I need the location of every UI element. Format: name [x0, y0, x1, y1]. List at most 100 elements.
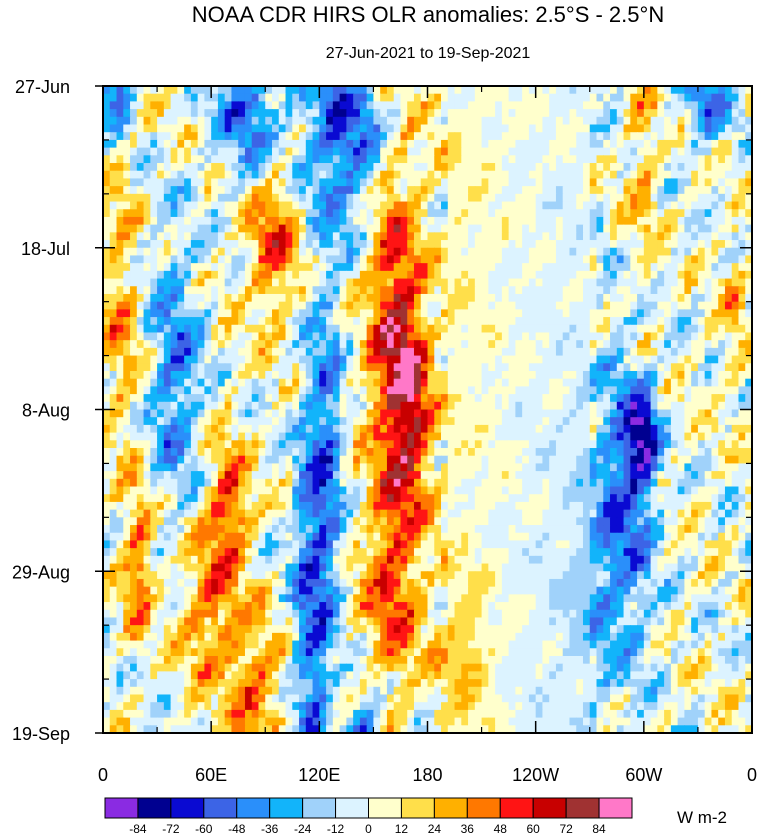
field-cell — [346, 424, 354, 434]
field-cell — [258, 293, 266, 303]
field-cell — [326, 232, 334, 241]
field-cell — [691, 324, 699, 334]
field-cell — [184, 424, 192, 434]
field-cell — [319, 448, 327, 457]
field-cell — [664, 163, 672, 172]
field-cell — [528, 455, 537, 465]
field-cell — [623, 109, 631, 118]
field-cell — [359, 409, 368, 418]
field-cell — [150, 278, 158, 287]
field-cell — [549, 324, 557, 334]
field-cell — [461, 293, 469, 303]
field-cell — [569, 263, 577, 272]
field-cell — [170, 124, 178, 133]
field-cell — [684, 324, 692, 334]
field-cell — [109, 463, 118, 472]
field-cell — [265, 255, 273, 264]
field-cell — [508, 170, 516, 180]
field-cell — [103, 170, 111, 180]
field-cell — [299, 370, 307, 380]
field-cell — [589, 317, 598, 326]
field-cell — [704, 124, 713, 133]
field-cell — [542, 317, 550, 326]
field-cell — [474, 347, 483, 357]
field-cell — [495, 401, 503, 411]
field-cell — [637, 324, 645, 334]
field-cell — [670, 116, 679, 126]
field-cell — [738, 440, 746, 449]
field-cell — [386, 216, 395, 226]
field-cell — [691, 340, 699, 349]
field-cell — [258, 263, 266, 272]
field-cell — [569, 448, 577, 457]
field-cell — [251, 355, 260, 364]
field-cell — [285, 193, 293, 203]
field-cell — [413, 332, 422, 341]
field-cell — [244, 471, 253, 480]
field-cell — [515, 186, 523, 195]
field-cell — [123, 448, 131, 457]
field-cell — [589, 378, 598, 387]
field-cell — [691, 155, 699, 164]
field-cell — [251, 132, 260, 141]
field-cell — [211, 86, 219, 95]
field-cell — [420, 263, 429, 272]
field-cell — [745, 270, 753, 280]
field-cell — [366, 324, 375, 334]
field-cell — [542, 417, 550, 426]
field-cell — [596, 448, 604, 457]
field-cell — [177, 201, 185, 210]
field-cell — [488, 448, 496, 457]
field-cell — [326, 216, 334, 226]
field-cell — [103, 224, 111, 233]
field-cell — [582, 394, 591, 403]
field-cell — [332, 394, 341, 403]
field-cell — [400, 240, 408, 249]
field-cell — [251, 101, 260, 110]
field-cell — [549, 417, 557, 426]
field-cell — [272, 216, 280, 226]
field-cell — [576, 163, 584, 172]
field-cell — [393, 155, 402, 164]
field-cell — [711, 401, 719, 411]
field-cell — [353, 340, 361, 349]
field-cell — [238, 178, 246, 187]
field-cell — [184, 317, 192, 326]
field-cell — [623, 324, 631, 334]
field-cell — [664, 317, 672, 326]
field-cell — [724, 370, 733, 380]
field-cell — [522, 463, 530, 472]
field-cell — [157, 86, 165, 95]
field-cell — [711, 478, 719, 488]
field-cell — [386, 124, 395, 133]
field-cell — [231, 170, 239, 180]
field-cell — [610, 440, 618, 449]
field-cell — [305, 101, 314, 110]
field-cell — [265, 370, 273, 380]
field-cell — [637, 386, 645, 395]
field-cell — [373, 401, 381, 411]
field-cell — [292, 424, 300, 434]
field-cell — [278, 163, 287, 172]
field-cell — [366, 340, 375, 349]
field-cell — [143, 86, 151, 95]
field-cell — [454, 224, 462, 233]
field-cell — [495, 163, 503, 172]
field-cell — [582, 147, 591, 156]
field-cell — [697, 178, 706, 187]
field-cell — [224, 270, 233, 280]
field-cell — [204, 301, 212, 310]
field-cell — [616, 455, 625, 465]
field-cell — [224, 370, 233, 380]
field-cell — [231, 186, 239, 195]
field-cell — [177, 286, 185, 295]
field-cell — [116, 216, 124, 226]
field-cell — [691, 401, 699, 411]
field-cell — [319, 324, 327, 334]
field-cell — [447, 432, 456, 441]
field-cell — [217, 270, 226, 280]
field-cell — [123, 247, 131, 257]
field-cell — [346, 332, 354, 341]
field-cell — [522, 263, 530, 272]
field-cell — [244, 240, 253, 249]
